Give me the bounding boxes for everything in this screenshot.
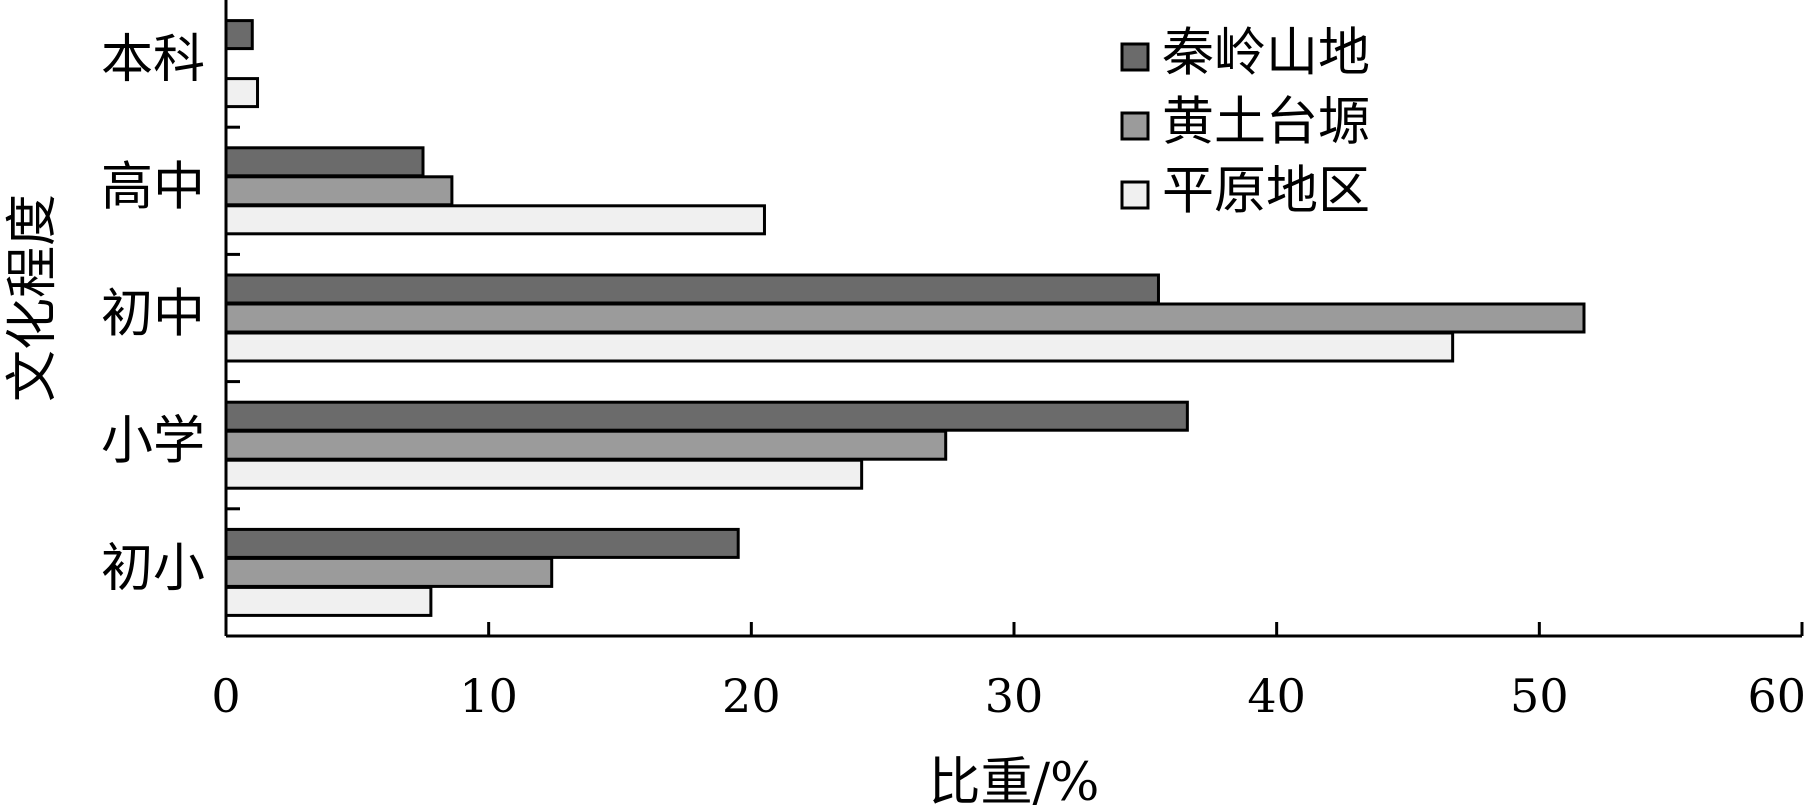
x-tick-label: 40 bbox=[1247, 669, 1306, 723]
legend-label-3: 平原地区 bbox=[1162, 162, 1370, 222]
bar-1-3 bbox=[224, 273, 1160, 305]
x-tick-label: 60 bbox=[1747, 669, 1806, 723]
bar-1-5 bbox=[224, 527, 740, 559]
legend-swatch-2 bbox=[1120, 111, 1150, 141]
y-tick-label: 高中 bbox=[101, 157, 205, 217]
bar-3-1 bbox=[224, 77, 260, 109]
x-tick-label: 0 bbox=[211, 669, 240, 723]
bar-2-5 bbox=[224, 556, 554, 588]
y-axis-title: 文化程度 bbox=[3, 194, 63, 402]
x-tick-label: 30 bbox=[985, 669, 1044, 723]
y-tick-label: 初中 bbox=[101, 285, 205, 345]
bars-layer bbox=[224, 19, 1586, 617]
bar-1-1 bbox=[224, 19, 254, 51]
bar-1-2 bbox=[224, 146, 425, 178]
legend-label-1: 秦岭山地 bbox=[1162, 24, 1370, 84]
bar-2-4 bbox=[224, 429, 948, 461]
x-axis-title: 比重/% bbox=[929, 753, 1100, 811]
legend-label-2: 黄土台塬 bbox=[1162, 93, 1370, 153]
bar-3-5 bbox=[224, 585, 433, 617]
y-tick-label: 初小 bbox=[101, 539, 205, 599]
bar-3-4 bbox=[224, 458, 864, 490]
y-tick-label: 小学 bbox=[101, 412, 205, 472]
legend-swatch-3 bbox=[1120, 180, 1150, 210]
bar-1-4 bbox=[224, 400, 1189, 432]
bar-3-2 bbox=[224, 204, 766, 236]
bar-2-3 bbox=[224, 302, 1586, 334]
x-tick-label: 20 bbox=[722, 669, 781, 723]
legend-swatch-1 bbox=[1120, 42, 1150, 72]
x-tick-label: 50 bbox=[1510, 669, 1569, 723]
x-tick-label: 10 bbox=[459, 669, 518, 723]
bar-2-2 bbox=[224, 175, 454, 207]
bar-3-3 bbox=[224, 331, 1455, 363]
y-tick-label: 本科 bbox=[101, 30, 205, 90]
